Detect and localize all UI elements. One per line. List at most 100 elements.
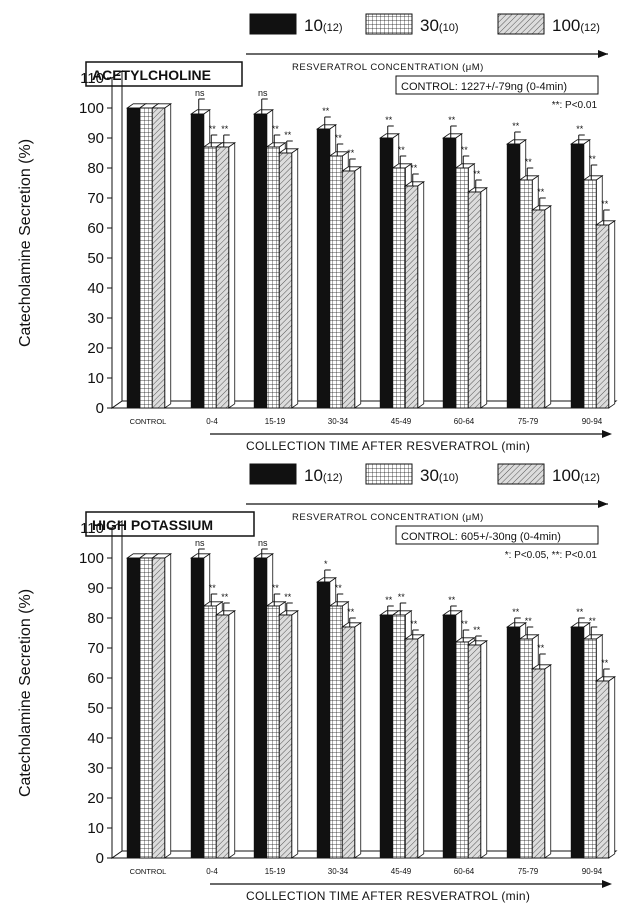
significance-mark: ** bbox=[461, 619, 469, 629]
x-tick-label: 30-34 bbox=[328, 417, 349, 426]
x-tick-label: 15-19 bbox=[265, 867, 286, 876]
legend-caption: RESVERATROL CONCENTRATION (μM) bbox=[292, 62, 484, 73]
bar-side bbox=[544, 205, 552, 409]
significance-mark: ** bbox=[284, 592, 292, 602]
significance-mark: ** bbox=[576, 607, 584, 617]
bar-face bbox=[467, 191, 482, 409]
x-tick-label: 45-49 bbox=[391, 867, 412, 876]
bar-face bbox=[126, 107, 141, 409]
bar-100-60-64: ** bbox=[466, 169, 489, 409]
significance-mark: ns bbox=[195, 88, 205, 98]
bar-face bbox=[583, 179, 597, 409]
significance-mark: ** bbox=[410, 619, 418, 629]
bar-side bbox=[164, 103, 172, 409]
y-tick-label: 110 bbox=[80, 520, 104, 537]
significance-mark: ** bbox=[209, 124, 217, 134]
panel-title-box bbox=[85, 511, 255, 537]
bar-face bbox=[379, 137, 394, 409]
legend-swatch-30 bbox=[365, 463, 413, 485]
chart-panel-2: 10(12) 30(10) 100(12) RESVERATROL CONCENTRA… bbox=[17, 463, 618, 903]
legend-caption: RESVERATROL CONCENTRATION (μM) bbox=[292, 512, 484, 523]
x-tick-label: 75-79 bbox=[518, 867, 539, 876]
bar-face bbox=[253, 557, 268, 859]
legend-label-30: 30(10) bbox=[420, 16, 458, 35]
y-tick-label: 40 bbox=[87, 280, 104, 297]
x-tick-label: 0-4 bbox=[206, 867, 218, 876]
bar-100-30-34: ** bbox=[340, 148, 363, 409]
bar-face bbox=[379, 614, 394, 859]
legend-item-30: 30(10) bbox=[365, 463, 458, 485]
bar-face bbox=[341, 626, 356, 859]
bar-face bbox=[392, 167, 406, 409]
y-tick-label: 110 bbox=[80, 70, 104, 87]
legend-item-100: 100(12) bbox=[497, 463, 600, 485]
bar-face bbox=[455, 641, 469, 859]
x-tick-label: 90-94 bbox=[582, 417, 603, 426]
bar-100-15-19: ** bbox=[277, 130, 300, 409]
bar-face bbox=[316, 581, 331, 859]
bar-face bbox=[595, 680, 610, 859]
significance-mark: ** bbox=[601, 199, 609, 209]
y-tick-label: 40 bbox=[87, 730, 104, 747]
bar-side bbox=[417, 181, 425, 409]
y-axis-wall bbox=[111, 520, 123, 859]
bar-100-45-49: ** bbox=[403, 619, 426, 859]
bar-side bbox=[480, 187, 488, 409]
bar-face bbox=[519, 179, 533, 409]
significance-mark: ** bbox=[284, 130, 292, 140]
x-tick-label: 90-94 bbox=[582, 867, 603, 876]
significance-mark: ** bbox=[398, 145, 406, 155]
significance-mark: ** bbox=[448, 115, 456, 125]
control-note: CONTROL: 1227+/-79ng (0-4min) bbox=[401, 81, 567, 93]
y-tick-label: 80 bbox=[87, 160, 104, 177]
bar-face bbox=[190, 557, 205, 859]
y-tick-label: 60 bbox=[87, 670, 104, 687]
legend-swatch-30 bbox=[365, 13, 413, 35]
bar-face bbox=[316, 128, 331, 409]
significance-mark: ** bbox=[448, 595, 456, 605]
bar-face bbox=[570, 143, 585, 409]
legend-item-100: 100(12) bbox=[497, 13, 600, 35]
bar-side bbox=[354, 622, 362, 859]
control-note-box bbox=[395, 75, 599, 95]
bar-face bbox=[404, 185, 419, 409]
bar-100-CONTROL bbox=[150, 553, 173, 859]
bar-face bbox=[531, 209, 546, 409]
bar-face bbox=[139, 107, 153, 409]
significance-note: **: P<0.01 bbox=[552, 100, 598, 111]
y-tick-label: 20 bbox=[87, 340, 104, 357]
bar-face bbox=[266, 605, 280, 859]
panel-title: HIGH POTASSIUM bbox=[92, 517, 213, 533]
bar-face bbox=[404, 638, 419, 859]
bar-face bbox=[126, 557, 141, 859]
x-tick-label: 30-34 bbox=[328, 867, 349, 876]
control-note: CONTROL: 605+/-30ng (0-4min) bbox=[401, 531, 561, 543]
significance-mark: ** bbox=[589, 154, 597, 164]
bar-side bbox=[608, 220, 616, 409]
legend-label-10: 10(12) bbox=[304, 466, 342, 485]
significance-mark: ns bbox=[258, 538, 268, 548]
significance-mark: ** bbox=[221, 592, 229, 602]
y-tick-label: 90 bbox=[87, 130, 104, 147]
significance-mark: ** bbox=[525, 616, 533, 626]
y-tick-label: 70 bbox=[87, 190, 104, 207]
bar-face bbox=[278, 152, 293, 409]
y-tick-label: 50 bbox=[87, 250, 104, 267]
y-tick-label: 50 bbox=[87, 700, 104, 717]
significance-mark: * bbox=[324, 559, 328, 569]
bar-100-0-4: ** bbox=[214, 124, 237, 409]
bar-100-0-4: ** bbox=[214, 592, 237, 859]
bar-face bbox=[392, 614, 406, 859]
x-tick-label: 60-64 bbox=[454, 867, 475, 876]
x-axis-label: COLLECTION TIME AFTER RESVERATROL (min) bbox=[246, 889, 530, 903]
bar-side bbox=[608, 676, 616, 859]
bar-side bbox=[164, 553, 172, 859]
legend-label-30: 30(10) bbox=[420, 466, 458, 485]
significance-mark: ** bbox=[385, 115, 393, 125]
bar-100-60-64: ** bbox=[466, 625, 489, 859]
legend-label-10: 10(12) bbox=[304, 16, 342, 35]
significance-mark: ns bbox=[258, 88, 268, 98]
control-note-box bbox=[395, 525, 599, 545]
y-tick-label: 60 bbox=[87, 220, 104, 237]
significance-mark: ** bbox=[537, 643, 545, 653]
